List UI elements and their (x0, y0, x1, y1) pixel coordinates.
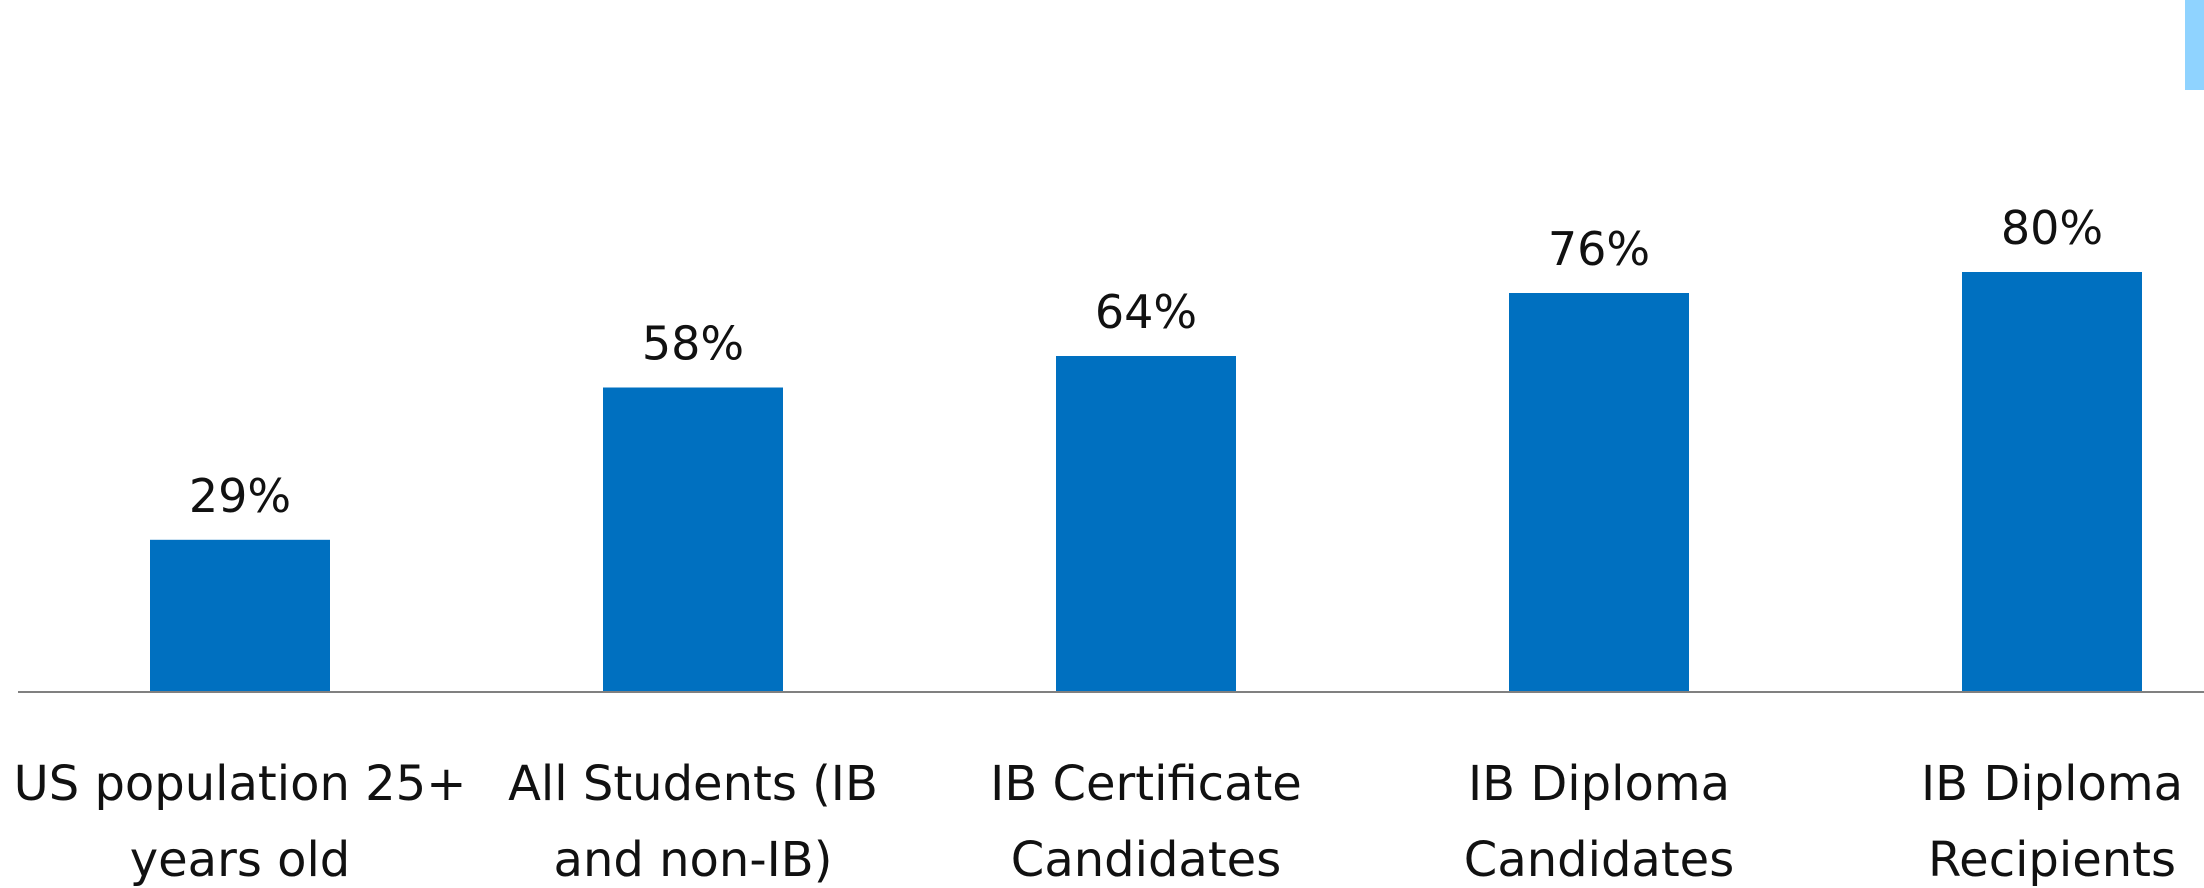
category-labels-group: US population 25+ years old All Students (… (14, 756, 2183, 888)
data-label-3: 64% (1095, 285, 1197, 339)
category-label-1-line-1: US population 25+ (14, 756, 467, 812)
bars-group (150, 272, 2142, 693)
category-label-2-line-2: and non-IB) (554, 832, 833, 888)
data-label-5: 80% (2001, 201, 2103, 255)
value-labels-group: 29% 58% 64% 76% 80% (189, 201, 2103, 523)
category-label-4-line-2: Candidates (1464, 832, 1734, 888)
category-label-5-line-1: IB Diploma (1921, 756, 2183, 812)
category-label-4-line-1: IB Diploma (1468, 756, 1730, 812)
category-label-3-line-1: IB Certificate (990, 756, 1302, 812)
data-label-1: 29% (189, 469, 291, 523)
data-label-4: 76% (1548, 222, 1650, 276)
category-label-1-line-2: years old (130, 832, 351, 888)
accent-strip (2185, 0, 2204, 90)
bar-3 (1056, 356, 1236, 692)
bar-1 (150, 539, 330, 693)
category-label-2-line-1: All Students (IB (508, 756, 878, 812)
category-label-3-line-2: Candidates (1011, 832, 1281, 888)
bar-2 (603, 387, 783, 692)
data-label-2: 58% (642, 317, 744, 371)
bar-4 (1509, 293, 1689, 692)
bar-5 (1962, 272, 2142, 692)
category-label-5-line-2: Recipients (1928, 832, 2176, 888)
